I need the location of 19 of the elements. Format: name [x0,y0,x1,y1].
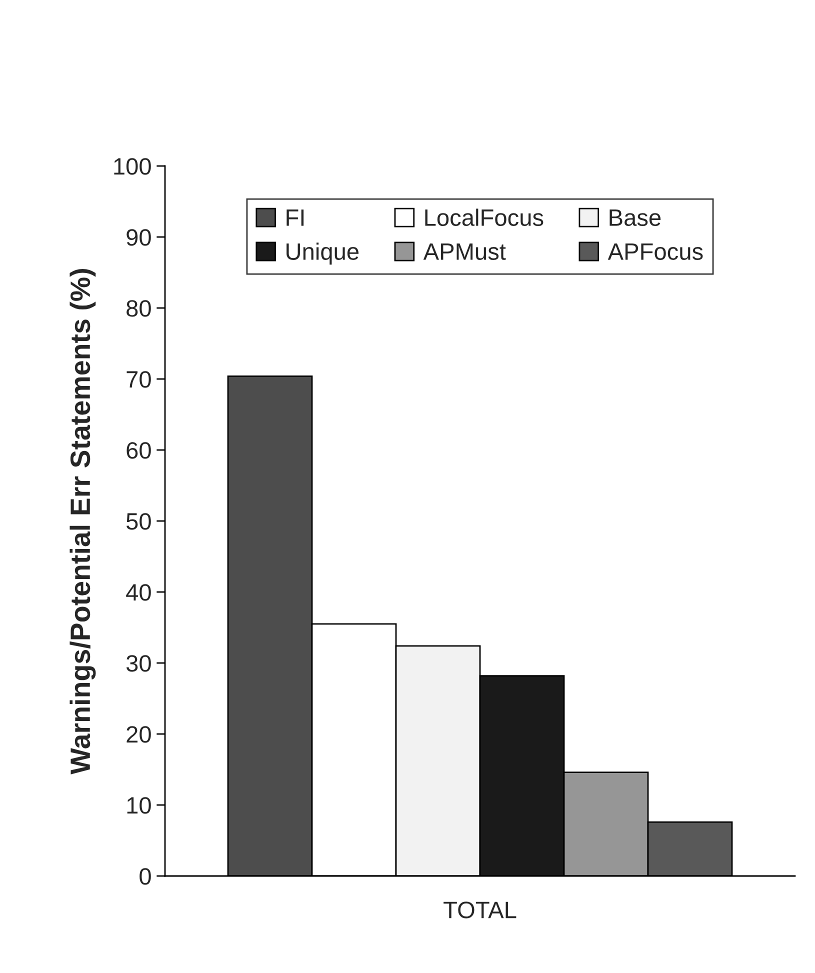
y-tick-label: 50 [126,513,151,530]
x-tick-label: TOTAL [444,902,516,918]
y-tick-label: 40 [126,584,151,601]
y-tick-label: 100 [114,158,151,175]
legend-label: FI [286,210,304,226]
y-tick-label: 80 [126,300,151,317]
legend-label: Unique [286,242,359,265]
legend-label: APMust [423,243,506,260]
legend-label: Base [610,210,661,226]
y-tick-label: 90 [126,229,151,246]
legend-label: LocalFocus [425,208,544,226]
y-tick-label: 60 [126,442,151,459]
y-tick-label: 10 [127,797,151,814]
y-tick-label: 70 [126,371,151,388]
y-axis-title: Warnings/Potential Err Statements (%) [70,268,96,774]
legend-label: APFocus [608,243,703,260]
y-tick-label: 0 [140,868,151,885]
y-tick-label: 20 [126,726,151,743]
y-tick-label: 30 [126,655,151,672]
